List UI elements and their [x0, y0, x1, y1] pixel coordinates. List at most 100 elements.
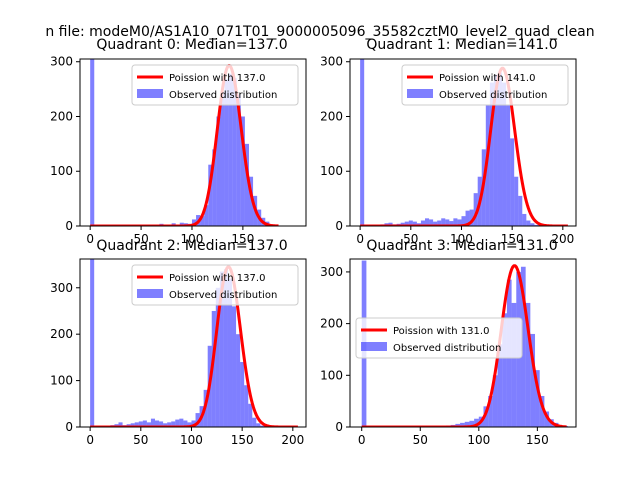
histogram-bar [464, 421, 470, 427]
axes-frame [349, 58, 577, 227]
histogram-bar [488, 395, 493, 427]
histogram-bar [216, 116, 221, 226]
histogram-bar [530, 333, 536, 427]
quadrant-3-title: Quadrant 3: Median=131.0 [366, 238, 557, 254]
x-tick-label: 100 [181, 232, 204, 246]
histogram-bar [90, 59, 95, 226]
histogram-bar [539, 395, 545, 427]
histogram-bar [224, 79, 229, 226]
histogram-bar [220, 91, 225, 226]
histogram-bar [232, 78, 237, 226]
plot-area [359, 59, 569, 226]
x-tick-label: 200 [551, 232, 574, 246]
quadrant-1-title: Quadrant 1: Median=141.0 [366, 37, 557, 53]
histogram-bar [260, 425, 265, 427]
histogram-bar [457, 219, 462, 226]
histogram-bar [437, 220, 442, 226]
y-tick-label: 200 [50, 327, 73, 341]
histogram-bar [187, 422, 192, 427]
histogram-bar [388, 222, 393, 226]
histogram-bar [232, 306, 237, 427]
x-tick-label: 100 [180, 433, 203, 447]
histogram-bar [195, 413, 200, 427]
legend-line-label: Poission with 141.0 [439, 73, 535, 84]
histogram-bar [535, 370, 540, 427]
legend-bar-label: Observed distribution [169, 90, 277, 101]
histogram-bar [502, 313, 507, 427]
histogram-bar [514, 176, 519, 226]
histogram-bar [179, 222, 184, 226]
x-tick-label: 50 [133, 433, 148, 447]
histogram-bar [183, 420, 188, 427]
histogram-bar [445, 219, 450, 226]
histogram-bar [506, 105, 511, 226]
histogram-bar [424, 218, 430, 226]
histogram-bar [150, 418, 155, 427]
legend-box [401, 64, 569, 106]
histogram-bar [171, 421, 176, 427]
histogram-bar [455, 423, 461, 427]
legend-box [355, 317, 523, 359]
y-tick-label: 0 [65, 420, 73, 434]
histogram-bar [244, 385, 249, 427]
x-tick-label: 0 [358, 433, 366, 447]
histogram-bar [208, 164, 213, 226]
legend-bar-swatch [361, 342, 387, 351]
histogram-bar [485, 105, 490, 226]
histogram-bar [212, 149, 217, 226]
histogram-bar [441, 218, 446, 226]
histogram-bar [228, 73, 233, 226]
histogram-bar [211, 310, 216, 427]
y-tick-label: 300 [320, 265, 343, 279]
histogram-bar [191, 219, 197, 226]
histogram-bar [400, 222, 405, 226]
histogram-bar [215, 287, 220, 427]
histogram-bar [223, 269, 228, 427]
legend: Poission with 137.0 Observed distribution [131, 64, 299, 106]
y-tick-label: 100 [50, 164, 73, 178]
histogram-bar [204, 205, 209, 226]
x-tick-label: 200 [281, 433, 304, 447]
legend-bar-swatch [137, 289, 163, 298]
quadrant-2-title: Quadrant 2: Median=137.0 [96, 238, 287, 254]
histogram-bar [412, 221, 417, 226]
histogram-bar [163, 423, 168, 427]
x-tick-label: 0 [356, 232, 364, 246]
histogram-bar [489, 82, 494, 226]
histogram-bar [465, 210, 470, 226]
axes-frame [79, 58, 307, 227]
y-tick-label: 100 [320, 164, 343, 178]
histogram-bar [219, 271, 224, 427]
histogram-bar [244, 143, 249, 226]
x-tick-label: 50 [413, 433, 428, 447]
x-tick-label: 0 [86, 433, 94, 447]
y-tick-label: 100 [50, 374, 73, 388]
x-tick-label: 150 [231, 433, 254, 447]
quadrant-3-panel: 0 50 100 150 0 100 200 300 Poission with 131.0 Ob… [320, 238, 577, 447]
histogram-bar [90, 259, 95, 427]
histogram-bar [429, 219, 434, 226]
legend-box [131, 64, 299, 106]
histogram-bar [236, 94, 241, 226]
x-tick-label: 100 [450, 232, 473, 246]
histogram-bar [497, 72, 503, 226]
legend-bar-swatch [407, 89, 433, 98]
histogram-bar [469, 209, 474, 226]
quadrant-0-title: Quadrant 0: Median=137.0 [96, 37, 287, 53]
histogram-bar [518, 195, 523, 226]
figure-suptitle: n file: modeM0/AS1A10_071T01_9000005096_… [45, 24, 594, 40]
histogram-bar [360, 59, 365, 226]
histogram-bar [240, 116, 245, 226]
histogram-bar [493, 74, 498, 226]
legend-box [131, 264, 299, 306]
histogram-bar [146, 422, 151, 427]
x-tick-label: 150 [526, 433, 549, 447]
histogram-bar [461, 216, 466, 226]
histogram-bar [453, 218, 458, 226]
plot-area [89, 259, 299, 427]
histogram-bar [460, 422, 465, 427]
histogram-bar [159, 421, 164, 427]
histogram-bar [408, 220, 413, 226]
histogram-bar [502, 82, 507, 226]
x-tick-label: 50 [403, 232, 418, 246]
